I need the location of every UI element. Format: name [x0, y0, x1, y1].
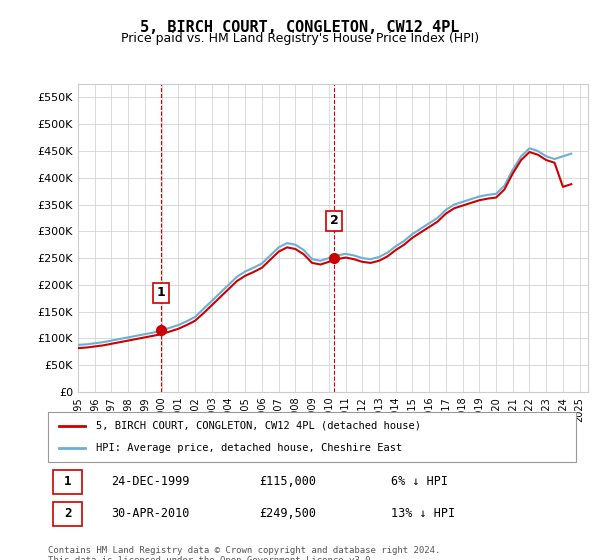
Text: 6% ↓ HPI: 6% ↓ HPI — [391, 475, 448, 488]
Text: 5, BIRCH COURT, CONGLETON, CW12 4PL: 5, BIRCH COURT, CONGLETON, CW12 4PL — [140, 20, 460, 35]
Text: £249,500: £249,500 — [259, 507, 316, 520]
Text: HPI: Average price, detached house, Cheshire East: HPI: Average price, detached house, Ches… — [95, 443, 402, 453]
FancyBboxPatch shape — [53, 502, 82, 526]
Text: 5, BIRCH COURT, CONGLETON, CW12 4PL (detached house): 5, BIRCH COURT, CONGLETON, CW12 4PL (det… — [95, 421, 421, 431]
Text: 1: 1 — [157, 286, 166, 300]
Text: £115,000: £115,000 — [259, 475, 316, 488]
Text: Price paid vs. HM Land Registry's House Price Index (HPI): Price paid vs. HM Land Registry's House … — [121, 32, 479, 45]
Text: 2: 2 — [64, 507, 71, 520]
Text: Contains HM Land Registry data © Crown copyright and database right 2024.
This d: Contains HM Land Registry data © Crown c… — [48, 546, 440, 560]
Text: 2: 2 — [330, 214, 339, 227]
Text: 13% ↓ HPI: 13% ↓ HPI — [391, 507, 455, 520]
FancyBboxPatch shape — [53, 469, 82, 494]
Text: 30-APR-2010: 30-APR-2010 — [112, 507, 190, 520]
FancyBboxPatch shape — [48, 412, 576, 462]
Text: 24-DEC-1999: 24-DEC-1999 — [112, 475, 190, 488]
Text: 1: 1 — [64, 475, 71, 488]
